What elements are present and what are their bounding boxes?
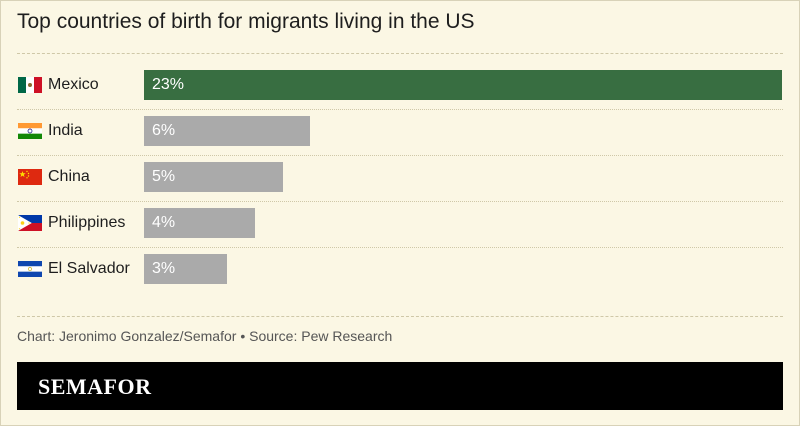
philippines-flag-icon xyxy=(18,215,42,231)
row-divider xyxy=(17,109,783,110)
chart-title: Top countries of birth for migrants livi… xyxy=(17,10,475,33)
bar-value-label: 23% xyxy=(152,76,185,93)
el-salvador-flag-icon xyxy=(18,261,42,277)
bar-value-label: 3% xyxy=(152,260,176,277)
bar-value-label: 4% xyxy=(152,214,176,231)
footer-divider xyxy=(17,316,783,317)
category-label: Mexico xyxy=(48,76,99,93)
row-divider xyxy=(17,201,783,202)
brand-logo: SEMAFOR xyxy=(38,374,152,399)
bar-row-china: China 5% xyxy=(17,162,783,208)
bar-row-philippines: Philippines 4% xyxy=(17,208,783,254)
mexico-flag-icon xyxy=(18,77,42,93)
bar-india xyxy=(144,116,310,146)
brand-bar: SEMAFOR xyxy=(17,362,783,410)
bar-row-el-salvador: El Salvador 3% xyxy=(17,254,783,300)
bar-mexico xyxy=(144,70,782,100)
bar-china xyxy=(144,162,283,192)
row-divider xyxy=(17,247,783,248)
category-label: Philippines xyxy=(48,214,126,231)
row-divider xyxy=(17,155,783,156)
bar-el-salvador xyxy=(144,254,227,284)
bar-value-label: 6% xyxy=(152,122,176,139)
title-divider xyxy=(17,53,783,54)
source-note: Chart: Jeronimo Gonzalez/Semafor • Sourc… xyxy=(17,328,393,344)
bar-philippines xyxy=(144,208,255,238)
category-label: India xyxy=(48,122,83,139)
category-label: China xyxy=(48,168,90,185)
bar-row-india: India 6% xyxy=(17,116,783,162)
china-flag-icon xyxy=(18,169,42,185)
bar-value-label: 5% xyxy=(152,168,176,185)
category-label: El Salvador xyxy=(48,260,130,277)
bar-row-mexico: Mexico 23% xyxy=(17,70,783,116)
india-flag-icon xyxy=(18,123,42,139)
